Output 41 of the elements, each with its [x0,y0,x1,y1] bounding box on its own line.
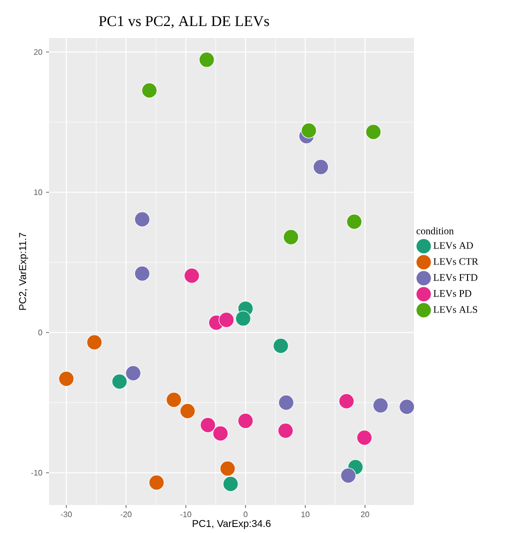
point [86,334,102,350]
point [134,266,150,282]
point [272,338,289,354]
point [338,393,354,410]
point [372,398,388,414]
point [238,413,254,429]
point [235,310,251,326]
legend-label: LEVs PD [433,290,472,297]
point [301,122,317,138]
point [346,214,362,230]
point [278,394,294,410]
point [142,82,158,98]
point [112,374,128,390]
point [222,476,238,492]
legend-title: condition [416,227,454,234]
point [278,422,294,438]
y-axis-title: PC2, VarExp:11.7 [19,232,28,310]
point [180,403,196,419]
point [166,392,182,408]
point [313,159,329,175]
point [356,430,372,446]
point [220,460,236,476]
point [184,268,200,284]
point [399,399,415,415]
point [148,474,164,490]
point [58,370,74,387]
legend-label: LEVs AD [433,242,473,249]
point [198,52,215,68]
point [283,229,299,245]
chart-title: PC1 vs PC2, ALL DE LEVs [98,16,270,28]
point [134,212,150,228]
point [212,426,228,442]
legend-label: LEVs CTR [433,258,478,265]
legend-label: LEVs FTD [433,274,478,281]
point [340,468,356,484]
point [218,312,234,328]
legend-label: LEVs ALS [433,306,478,313]
x-axis-title: PC1, VarExp:34.6 [192,520,271,530]
point [366,124,382,140]
point [125,365,142,381]
point [200,417,216,433]
